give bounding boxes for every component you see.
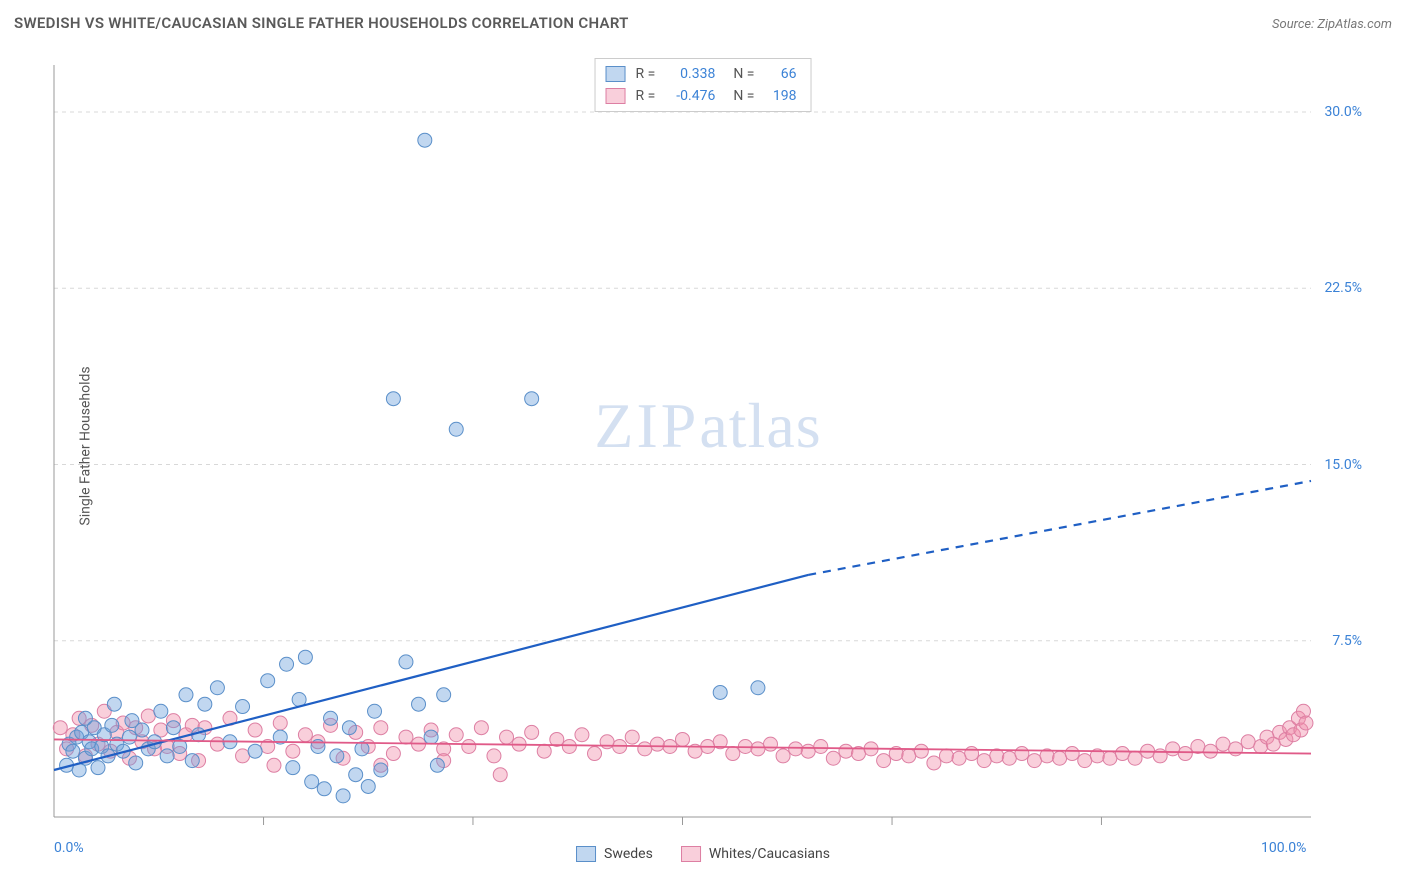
y-tick-label: 7.5% bbox=[1332, 633, 1366, 649]
r-value: -0.476 bbox=[665, 85, 715, 107]
y-tick-label: 22.5% bbox=[1324, 280, 1366, 296]
chart-source: Source: ZipAtlas.com bbox=[1272, 17, 1392, 32]
legend-label: Swedes bbox=[604, 846, 653, 862]
legend-swatch bbox=[606, 66, 626, 82]
x-tick-label: 0.0% bbox=[54, 840, 84, 856]
correlation-legend: R = 0.338 N = 66 R = -0.476 N = 198 bbox=[595, 58, 812, 112]
legend-swatch bbox=[606, 88, 626, 104]
correlation-row: R = 0.338 N = 66 bbox=[606, 63, 797, 85]
legend-swatch bbox=[576, 846, 596, 862]
r-label: R = bbox=[636, 63, 656, 85]
n-label: N = bbox=[733, 63, 754, 85]
n-label: N = bbox=[733, 85, 754, 107]
series-legend: Swedes Whites/Caucasians bbox=[576, 846, 830, 862]
chart-area: ZIPatlas 7.5%15.0%22.5%30.0% bbox=[50, 55, 1366, 827]
r-value: 0.338 bbox=[665, 63, 715, 85]
n-value: 198 bbox=[764, 85, 796, 107]
chart-header: SWEDISH VS WHITE/CAUCASIAN SINGLE FATHER… bbox=[14, 14, 1392, 32]
correlation-row: R = -0.476 N = 198 bbox=[606, 85, 797, 107]
legend-label: Whites/Caucasians bbox=[709, 846, 830, 862]
x-tick-label: 100.0% bbox=[1261, 840, 1306, 856]
r-label: R = bbox=[636, 85, 656, 107]
y-tick-label: 30.0% bbox=[1324, 104, 1366, 120]
legend-item: Swedes bbox=[576, 846, 653, 862]
scatter-plot-svg bbox=[50, 55, 1366, 827]
chart-title: SWEDISH VS WHITE/CAUCASIAN SINGLE FATHER… bbox=[14, 14, 629, 32]
legend-swatch bbox=[681, 846, 701, 862]
n-value: 66 bbox=[764, 63, 796, 85]
legend-item: Whites/Caucasians bbox=[681, 846, 830, 862]
y-tick-label: 15.0% bbox=[1324, 457, 1366, 473]
